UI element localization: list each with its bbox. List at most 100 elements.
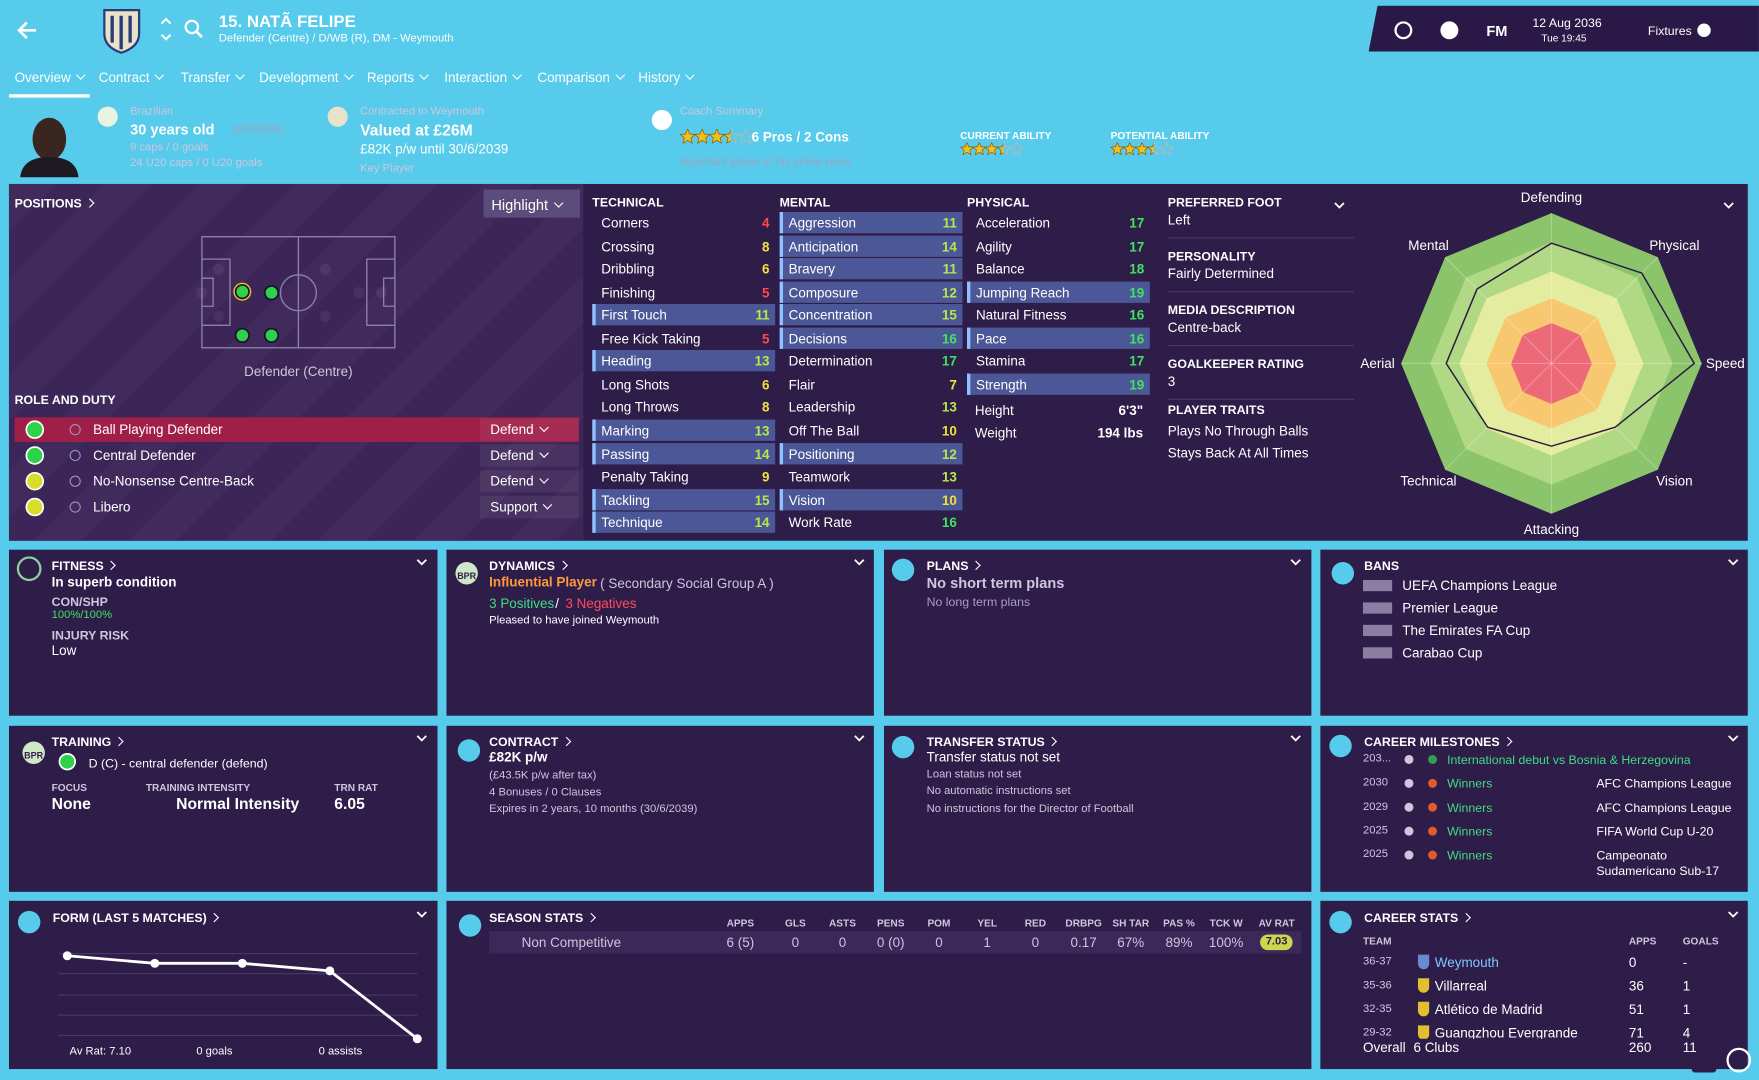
panel-icon bbox=[458, 914, 482, 937]
attribute-name: Determination bbox=[788, 353, 873, 370]
panel bbox=[446, 900, 1312, 1070]
section-title[interactable]: POSITIONS bbox=[15, 196, 93, 212]
role-info bbox=[69, 424, 81, 436]
competition: Non Competitive bbox=[521, 934, 622, 951]
player-head bbox=[32, 117, 67, 161]
panel-title[interactable]: CONTRACT bbox=[489, 735, 569, 751]
panel-title[interactable]: TRANSFER STATUS bbox=[927, 735, 1056, 751]
form-point bbox=[150, 958, 160, 968]
star bbox=[679, 129, 696, 144]
duty[interactable]: Defend bbox=[490, 448, 547, 464]
duty[interactable]: Defend bbox=[490, 422, 547, 438]
nav-tab[interactable]: Overview bbox=[15, 70, 85, 86]
nav-tab[interactable]: Development bbox=[259, 70, 352, 86]
role-name[interactable]: Ball Playing Defender bbox=[93, 421, 223, 438]
nav-tab[interactable]: Reports bbox=[367, 70, 428, 86]
panel bbox=[1320, 725, 1748, 892]
attribute-name: Teamwork bbox=[788, 468, 850, 485]
fitness-status: In superb condition bbox=[51, 574, 177, 591]
nav-tab[interactable]: Transfer bbox=[181, 70, 244, 86]
milestone-club bbox=[1428, 778, 1438, 788]
attribute-name: Long Throws bbox=[601, 399, 679, 416]
panel-icon bbox=[22, 741, 45, 764]
star-outline bbox=[1008, 141, 1024, 156]
key-attribute bbox=[592, 488, 776, 510]
stat-cell: 0 bbox=[791, 934, 800, 951]
nav-tab[interactable]: Interaction bbox=[444, 70, 520, 86]
panel-title[interactable]: FORM (LAST 5 MATCHES) bbox=[53, 911, 218, 927]
attribute-value: 11 bbox=[755, 307, 770, 324]
role-name[interactable]: No-Nonsense Centre-Back bbox=[93, 473, 254, 490]
player-subtitle: Defender (Centre) / D/WB (R), DM - Weymo… bbox=[218, 32, 454, 45]
training-dot bbox=[58, 753, 77, 771]
duty[interactable]: Support bbox=[490, 499, 551, 515]
star-outline bbox=[1159, 141, 1175, 156]
form-goals: 0 goals bbox=[196, 1045, 233, 1058]
panel bbox=[8, 725, 438, 892]
panel-title[interactable]: CAREER STATS bbox=[1364, 911, 1469, 927]
collapse-chevron bbox=[416, 559, 427, 566]
collapse-chevron bbox=[1290, 735, 1301, 742]
pitch-lines bbox=[201, 236, 395, 348]
column-header: APPS bbox=[1628, 935, 1657, 947]
panel-title[interactable]: DYNAMICS bbox=[489, 559, 566, 575]
nav-tab[interactable]: Contract bbox=[99, 70, 163, 86]
position-empty bbox=[213, 263, 225, 275]
panel-title[interactable]: PLANS bbox=[927, 559, 980, 575]
role-name[interactable]: Central Defender bbox=[93, 447, 196, 464]
crest-stripes bbox=[110, 15, 132, 50]
short-plans: No short term plans bbox=[926, 574, 1065, 592]
column-header: YEL bbox=[977, 917, 998, 929]
pa-label: POTENTIAL ABILITY bbox=[1110, 130, 1210, 142]
duty[interactable]: Defend bbox=[490, 473, 547, 489]
panel-title[interactable]: SEASON STATS bbox=[489, 911, 594, 927]
milestone-text: Winners bbox=[1447, 849, 1493, 863]
panel-icon bbox=[1329, 910, 1352, 934]
milestone-text: Winners bbox=[1447, 825, 1493, 839]
fixtures-link[interactable]: Fixtures bbox=[1647, 24, 1692, 39]
milestone-club bbox=[1428, 802, 1438, 812]
dynamics-status: Influential Player bbox=[489, 574, 597, 591]
fm-logo: FM bbox=[1486, 22, 1508, 40]
milestone-club bbox=[1428, 826, 1438, 836]
highlight-button[interactable]: Highlight bbox=[491, 196, 561, 214]
attribute-value: 14 bbox=[754, 445, 770, 462]
panel-title[interactable]: FITNESS bbox=[52, 559, 115, 575]
radar-label: Mental bbox=[1408, 238, 1449, 254]
panel bbox=[1320, 900, 1748, 1070]
club-crest bbox=[1417, 1025, 1430, 1039]
transfer-line: Transfer status not set bbox=[926, 749, 1061, 766]
attribute-value: 19 bbox=[1129, 284, 1145, 301]
panel-title[interactable]: TRAINING bbox=[52, 735, 123, 751]
age: 30 years old bbox=[130, 121, 215, 138]
attribute-name: Strength bbox=[975, 376, 1027, 393]
key-attribute bbox=[966, 281, 1150, 303]
dob: (8/2/2006) bbox=[233, 123, 285, 136]
wage: £82K p/w until 30/6/2039 bbox=[360, 141, 509, 158]
profile-value: Left bbox=[1167, 212, 1191, 228]
time: Tue 19:45 bbox=[1541, 32, 1587, 44]
ban-bar bbox=[1362, 579, 1393, 592]
profile-value: Centre-back bbox=[1167, 319, 1242, 336]
attribute-value: 5 bbox=[762, 284, 770, 301]
attribute-name: Free Kick Taking bbox=[601, 330, 701, 347]
attribute-value: 17 bbox=[1129, 215, 1145, 232]
role-name[interactable]: Libero bbox=[93, 499, 131, 515]
panel bbox=[883, 725, 1312, 892]
attribute-value: 16 bbox=[1129, 307, 1145, 324]
panel-title[interactable]: CAREER MILESTONES bbox=[1364, 735, 1511, 751]
attribute-name: Tackling bbox=[601, 492, 650, 508]
nav-tab[interactable]: Comparison bbox=[537, 70, 623, 86]
attribute-value: 17 bbox=[1129, 238, 1145, 255]
fixtures-arrow bbox=[1697, 23, 1711, 38]
label: CON/SHP bbox=[51, 595, 108, 610]
transfer-line: No instructions for the Director of Foot… bbox=[926, 802, 1134, 815]
goals: 1 bbox=[1682, 1001, 1691, 1018]
nav-tab[interactable]: History bbox=[638, 70, 693, 86]
attribute-name: Flair bbox=[788, 376, 815, 393]
team[interactable]: Weymouth bbox=[1434, 954, 1499, 971]
milestone-competition: Campeonato Sudamericano Sub-17 bbox=[1596, 849, 1720, 879]
ca-label: CURRENT ABILITY bbox=[960, 130, 1052, 142]
